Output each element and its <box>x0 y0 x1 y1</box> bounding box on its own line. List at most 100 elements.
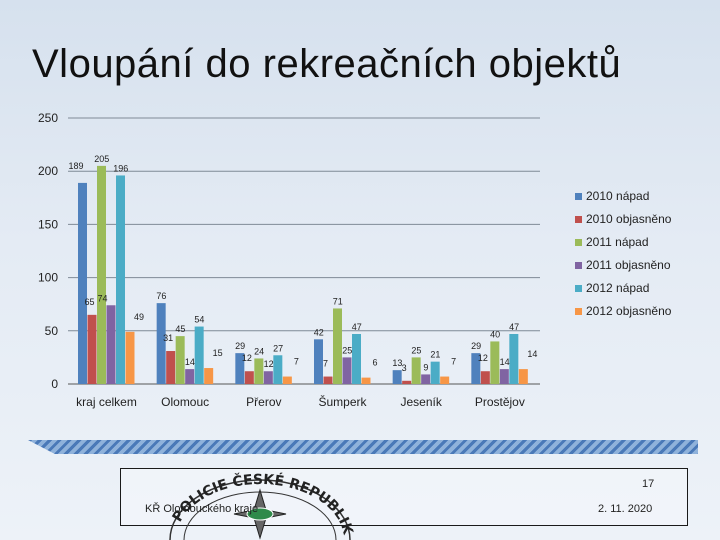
data-label: 24 <box>254 346 264 356</box>
y-axis-ticks: 0 50 100 150 200 250 <box>38 111 58 391</box>
data-label: 6 <box>372 358 377 368</box>
bar <box>509 333 519 384</box>
legend-swatch <box>575 308 582 315</box>
bar <box>440 376 450 384</box>
police-seal-logo: POLICIE ČESKÉ REPUBLIKY <box>160 470 356 540</box>
data-label: 71 <box>333 296 343 306</box>
data-label: 14 <box>527 349 537 359</box>
data-label: 76 <box>156 291 166 301</box>
bar <box>430 361 440 384</box>
data-label: 12 <box>478 353 488 363</box>
data-label: 189 <box>68 161 83 171</box>
bar <box>323 376 333 384</box>
data-label: 40 <box>490 329 500 339</box>
data-label: 21 <box>430 350 440 360</box>
bar <box>471 353 481 384</box>
x-tick-label: Jeseník <box>400 395 442 409</box>
bar <box>342 357 352 384</box>
bar <box>204 368 214 384</box>
bar <box>244 371 254 384</box>
bar <box>166 351 176 384</box>
page-number: 17 <box>642 478 655 490</box>
data-label: 27 <box>273 343 283 353</box>
bar <box>106 305 116 384</box>
bar <box>87 314 97 384</box>
data-label: 12 <box>242 353 252 363</box>
legend-swatch <box>575 239 582 246</box>
bar <box>97 165 106 384</box>
data-label: 29 <box>235 341 245 351</box>
bar <box>392 370 402 384</box>
bar <box>116 175 125 384</box>
footer-decorative-band <box>28 440 698 454</box>
data-label: 45 <box>175 324 185 334</box>
bar <box>194 326 204 384</box>
footer-date: 2. 11. 2020 <box>598 503 653 515</box>
data-label: 7 <box>451 357 456 367</box>
bar <box>333 308 342 384</box>
data-label: 12 <box>264 359 274 369</box>
legend-label: 2011 nápad <box>586 235 649 249</box>
data-label: 25 <box>342 345 352 355</box>
data-label: 7 <box>323 359 328 369</box>
data-labels: 1896520574196497631451454152912241227742… <box>68 154 537 373</box>
y-tick-label: 100 <box>38 271 58 285</box>
data-label: 49 <box>134 312 144 322</box>
bar <box>314 339 323 384</box>
x-axis-ticks: kraj celkem Olomouc Přerov Šumperk Jeseník Pr… <box>76 394 525 409</box>
data-label: 65 <box>84 297 94 307</box>
legend-swatch <box>575 262 582 269</box>
y-tick-label: 150 <box>38 217 58 231</box>
legend-label: 2011 objasněno <box>586 258 671 272</box>
data-label: 9 <box>423 362 428 372</box>
bar <box>402 380 412 384</box>
bar <box>273 355 283 384</box>
legend-swatch <box>575 193 582 200</box>
x-tick-label: Olomouc <box>161 395 209 409</box>
data-label: 14 <box>185 357 195 367</box>
data-label: 31 <box>163 333 173 343</box>
data-label: 74 <box>97 293 107 303</box>
data-label: 14 <box>500 357 510 367</box>
data-label: 7 <box>294 357 299 367</box>
bar <box>480 371 490 384</box>
legend-swatch <box>575 216 582 223</box>
bar <box>499 369 509 384</box>
y-tick-label: 200 <box>38 164 58 178</box>
data-label: 54 <box>194 315 204 325</box>
data-label: 25 <box>411 345 421 355</box>
bar <box>518 369 528 384</box>
x-tick-label: Šumperk <box>318 394 367 409</box>
bar <box>78 182 87 384</box>
data-label: 47 <box>352 322 362 332</box>
bar <box>421 374 431 384</box>
bar <box>235 353 245 384</box>
bar <box>352 333 361 384</box>
legend: 2010 nápad 2010 objasněno 2011 nápad 2011 o… <box>575 189 672 318</box>
data-label: 42 <box>314 327 324 337</box>
bar <box>361 377 371 384</box>
bar <box>282 376 292 384</box>
grid-lines <box>68 117 540 385</box>
data-label: 196 <box>113 163 128 173</box>
footer-organization: KŘ Olomouckého kraje <box>145 503 259 515</box>
bar <box>175 336 185 384</box>
x-tick-label: kraj celkem <box>76 395 137 409</box>
bar <box>185 369 195 384</box>
legend-swatch <box>575 285 582 292</box>
bar <box>411 357 421 384</box>
data-label: 3 <box>402 363 407 373</box>
data-label: 47 <box>509 322 519 332</box>
bar <box>254 358 264 384</box>
footer-box <box>120 468 688 526</box>
x-tick-label: Prostějov <box>475 395 525 409</box>
bar <box>125 331 135 384</box>
y-tick-label: 50 <box>45 324 59 338</box>
x-tick-label: Přerov <box>246 395 281 409</box>
data-label: 15 <box>213 348 223 358</box>
legend-label: 2010 objasněno <box>586 212 672 226</box>
data-label: 13 <box>392 358 402 368</box>
legend-label: 2012 objasněno <box>586 304 672 318</box>
legend-label: 2010 nápad <box>586 189 649 203</box>
